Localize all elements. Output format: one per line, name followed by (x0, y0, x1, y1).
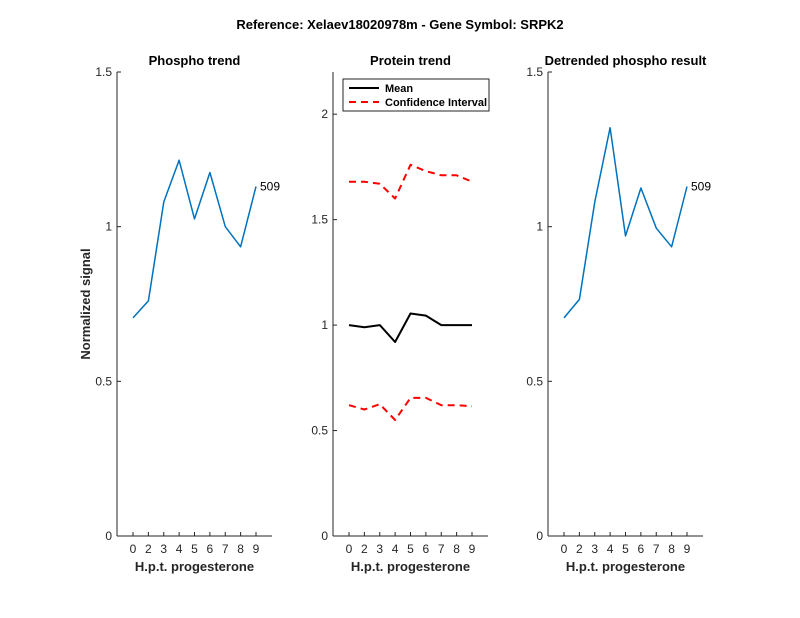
series-line-1 (563, 126, 688, 319)
x-tick-label: 5 (191, 542, 198, 556)
x-axis-label: H.p.t. progesterone (135, 559, 254, 574)
series-line-1 (132, 159, 257, 319)
legend: Mean Confidence Interval (342, 78, 490, 112)
y-tick-label: 0.5 (311, 424, 328, 438)
y-tick-label: 0 (321, 529, 328, 543)
point-annotation: 509 (691, 179, 711, 193)
series-line-3 (348, 396, 473, 421)
x-tick-label: 4 (392, 542, 399, 556)
x-tick-label: 0 (346, 542, 353, 556)
x-tick-label: 2 (361, 542, 368, 556)
x-tick-label: 3 (591, 542, 598, 556)
y-tick-label: 1 (105, 220, 112, 234)
x-tick-label: 7 (438, 542, 445, 556)
legend-label: Mean (385, 83, 413, 95)
legend-label: Confidence Interval (385, 97, 487, 109)
figure-suptitle: Reference: Xelaev18020978m - Gene Symbol… (236, 17, 563, 32)
x-tick-label: 6 (207, 542, 214, 556)
x-axis-label: H.p.t. progesterone (566, 559, 685, 574)
x-tick-label: 9 (684, 542, 691, 556)
y-tick-label: 1 (536, 220, 543, 234)
x-tick-label: 6 (423, 542, 430, 556)
legend-box (342, 78, 490, 112)
x-tick-label: 4 (176, 542, 183, 556)
x-tick-label: 9 (253, 542, 260, 556)
x-tick-label: 3 (160, 542, 167, 556)
y-tick-label: 0 (536, 529, 543, 543)
x-tick-label: 7 (653, 542, 660, 556)
y-tick-label: 1.5 (95, 65, 112, 79)
y-axis-label: Normalized signal (78, 248, 93, 359)
x-tick-label: 8 (237, 542, 244, 556)
y-tick-label: 0 (105, 529, 112, 543)
x-tick-label: 2 (576, 542, 583, 556)
x-axis-label: H.p.t. progesterone (351, 559, 470, 574)
y-tick-label: 1.5 (526, 65, 543, 79)
y-tick-label: 1.5 (311, 213, 328, 227)
y-tick-label: 0.5 (526, 374, 543, 388)
x-tick-label: 7 (222, 542, 229, 556)
x-tick-label: 3 (376, 542, 383, 556)
panel-title: Protein trend (370, 53, 451, 68)
x-tick-label: 9 (469, 542, 476, 556)
y-tick-label: 0.5 (95, 374, 112, 388)
x-tick-label: 5 (407, 542, 414, 556)
point-annotation: 509 (260, 179, 280, 193)
y-tick-label: 2 (321, 107, 328, 121)
y-tick-label: 1 (321, 318, 328, 332)
x-tick-label: 0 (130, 542, 137, 556)
x-tick-label: 0 (561, 542, 568, 556)
x-tick-label: 2 (145, 542, 152, 556)
panel-title: Detrended phospho result (545, 53, 707, 68)
x-tick-label: 6 (638, 542, 645, 556)
panel-title: Phospho trend (149, 53, 241, 68)
x-tick-label: 5 (622, 542, 629, 556)
x-tick-label: 8 (668, 542, 675, 556)
series-line-mean (348, 312, 472, 343)
x-tick-label: 4 (607, 542, 614, 556)
x-tick-label: 8 (453, 542, 460, 556)
series-line-confidence-interval (349, 163, 473, 200)
